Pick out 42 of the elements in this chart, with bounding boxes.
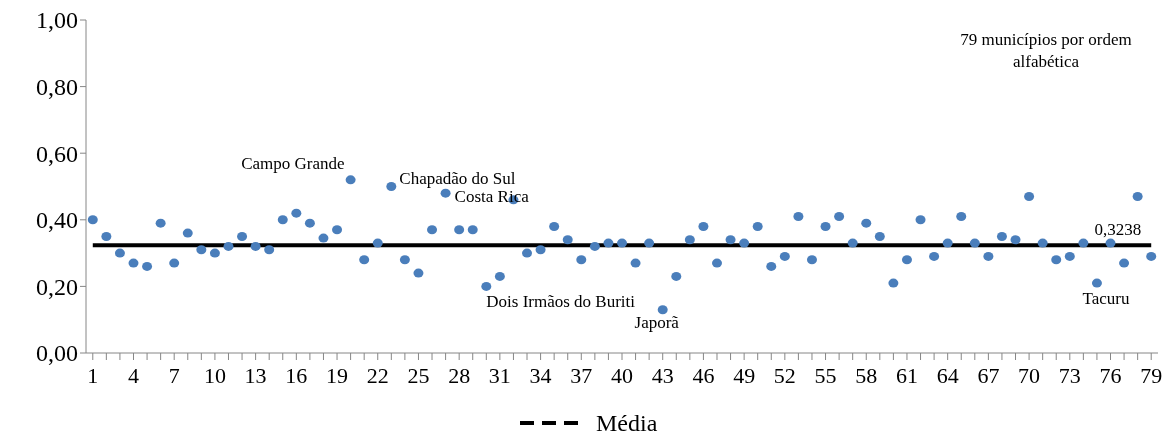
x-tick-label: 73	[1058, 363, 1081, 388]
x-tick-label: 67	[977, 363, 1000, 388]
x-tick-label: 7	[168, 363, 180, 388]
x-tick-label: 28	[448, 363, 471, 388]
x-tick-label: 40	[611, 363, 633, 388]
x-tick-label: 49	[733, 363, 756, 388]
annotation: Tacuru	[1082, 289, 1130, 309]
x-tick-label: 10	[203, 363, 226, 388]
y-tick-label: 1,00	[36, 7, 78, 34]
x-tick-label: 1	[87, 363, 99, 388]
y-tick-label: 0,20	[36, 273, 78, 300]
annotation: 0,3238	[1094, 220, 1142, 240]
annotation: 79 municípios por ordem alfabética	[960, 30, 1132, 71]
legend-label: Média	[596, 410, 658, 437]
annotation: Chapadão do Sul	[399, 168, 516, 188]
annotation: Campo Grande	[241, 153, 345, 173]
x-tick-label: 64	[936, 363, 959, 388]
x-tick-label: 34	[529, 363, 552, 388]
y-tick-label: 0,60	[36, 140, 78, 167]
x-tick-label: 55	[814, 363, 837, 388]
x-tick-label: 19	[326, 363, 349, 388]
annotation: Japorã	[634, 312, 680, 332]
x-tick-label: 46	[692, 363, 715, 388]
x-tick-label: 52	[773, 363, 796, 388]
x-tick-label: 13	[244, 363, 267, 388]
x-tick-label: 43	[651, 363, 674, 388]
x-tick-label: 37	[570, 363, 593, 388]
annotation: Costa Rica	[454, 187, 530, 207]
y-tick-label: 0,40	[36, 207, 78, 234]
x-tick-label: 31	[488, 363, 511, 388]
x-tick-label: 76	[1099, 363, 1122, 388]
x-tick-label: 61	[895, 363, 918, 388]
x-tick-label: 4	[127, 363, 139, 388]
y-tick-label: 0,00	[36, 340, 78, 367]
x-tick-label: 25	[407, 363, 430, 388]
annotation: Dois Irmãos do Buriti	[486, 292, 636, 312]
x-tick-label: 70	[1018, 363, 1041, 388]
x-tick-label: 16	[285, 363, 308, 388]
x-tick-label: 79	[1140, 363, 1163, 388]
x-tick-label: 58	[855, 363, 878, 388]
y-tick-label: 0,80	[36, 74, 78, 100]
x-tick-label: 22	[366, 363, 389, 388]
